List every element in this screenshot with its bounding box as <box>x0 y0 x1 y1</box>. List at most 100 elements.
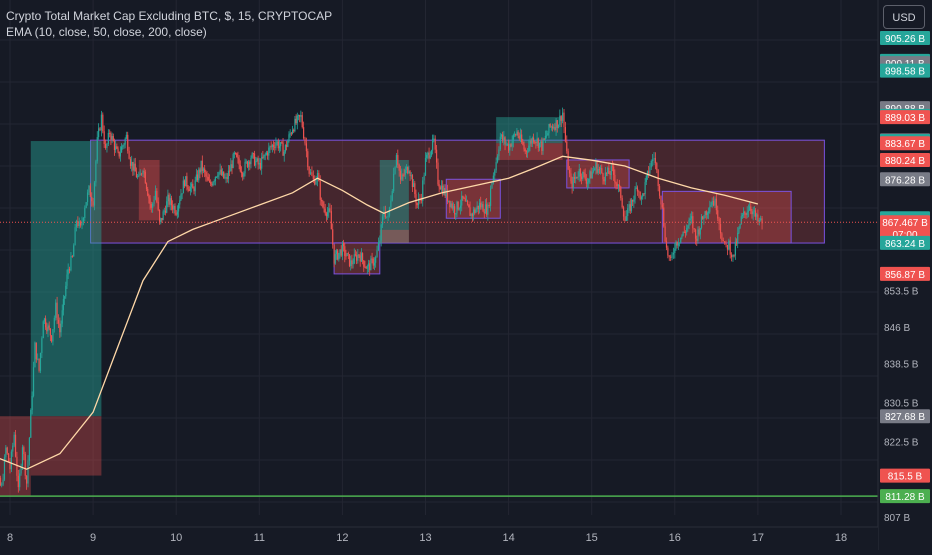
candle-body-up <box>353 254 355 264</box>
candle-body-down <box>192 183 194 189</box>
candle-body-down <box>77 220 79 227</box>
candle-body-up <box>728 240 730 250</box>
candle-body-up <box>213 181 215 183</box>
candle-body-up <box>741 214 744 217</box>
candle-body-up <box>498 149 500 157</box>
candle-body-up <box>169 198 171 205</box>
candle-body-down <box>384 211 386 218</box>
candle-body-down <box>207 177 209 181</box>
candle-body-up <box>394 167 396 174</box>
candle-body-down <box>567 151 569 170</box>
candle-body-up <box>459 205 462 209</box>
candle-body-up <box>607 167 609 174</box>
candle-body-down <box>174 206 176 214</box>
currency-button[interactable]: USD <box>883 5 925 29</box>
candle-body-up <box>251 153 253 158</box>
price-axis[interactable]: 807 B 815.5 B 822.5 B 830.5 B 838.5 B 846 B 85… <box>877 0 932 550</box>
candle-body-up <box>179 200 181 205</box>
time-tick-label: 11 <box>254 532 265 544</box>
candle-body-down <box>129 158 132 166</box>
candle-body-up <box>589 171 591 179</box>
candle-body-down <box>323 206 325 209</box>
candle-body-up <box>357 254 359 261</box>
candle-body-up <box>245 161 247 163</box>
candle-body-up <box>422 180 424 201</box>
candle-body-down <box>719 224 722 234</box>
candle-body-down <box>172 205 174 210</box>
candle-body-down <box>371 258 373 260</box>
candle-body-down <box>351 260 353 264</box>
candle-body-up <box>649 167 651 174</box>
candle-body-down <box>483 211 485 214</box>
price-tag-label: 811.28 B <box>885 492 925 503</box>
candle-body-up <box>430 150 433 156</box>
candle-body-down <box>329 208 331 212</box>
candle-body-up <box>280 142 282 147</box>
candle-body-down <box>745 213 747 215</box>
candle-body-up <box>264 154 266 156</box>
candle-body-up <box>367 263 370 267</box>
candle-body-up <box>738 227 740 233</box>
price-tick-label: 838.5 B <box>884 359 919 370</box>
candle-body-down <box>613 166 615 175</box>
candle-body-up <box>84 207 86 218</box>
candle-body-down <box>616 183 618 187</box>
grid <box>0 0 878 515</box>
candle-body-up <box>224 177 226 179</box>
candle-body-down <box>161 218 163 221</box>
time-tick-label: 8 <box>7 532 13 544</box>
candle-body-up <box>297 115 300 116</box>
price-tag <box>880 172 930 187</box>
candle-body-up <box>67 269 69 275</box>
candle-body-down <box>439 187 441 190</box>
price-tag-label: 905.26 B <box>885 34 925 45</box>
candle-body-up <box>610 166 612 175</box>
price-tag-label: 856.87 B <box>885 270 925 281</box>
candle-body-up <box>10 451 12 470</box>
candle-body-up <box>377 242 380 251</box>
candle-body-down <box>299 115 301 117</box>
time-axis-background <box>0 527 878 550</box>
candle-body-down <box>17 475 19 488</box>
candle-body-down <box>480 202 482 208</box>
candle-body-down <box>267 152 269 156</box>
candle-body-down <box>303 127 305 139</box>
candle-body-down <box>220 169 222 176</box>
indicator-label[interactable]: EMA (10, close, 50, close, 200, close) <box>6 25 207 39</box>
candle-body-down <box>622 207 625 217</box>
candle-body-down <box>35 342 37 360</box>
time-axis[interactable]: 8 9 10 11 12 13 14 15 16 17 18 <box>0 526 878 550</box>
candle-body-up <box>600 168 602 170</box>
candle-body-up <box>250 157 252 165</box>
candle-body-down <box>322 201 324 207</box>
candle-body-down <box>568 169 571 174</box>
candle-body-down <box>143 171 145 172</box>
candle-body-down <box>451 203 453 209</box>
candle-body-down <box>563 112 565 128</box>
candle-body-down <box>504 137 506 144</box>
candle-body-down <box>560 115 562 121</box>
symbol-title[interactable]: Crypto Total Market Cap Excluding BTC, $… <box>6 9 333 23</box>
candle-body-down <box>725 243 727 245</box>
candle-body-up <box>248 161 250 167</box>
candle-body-up <box>509 144 511 151</box>
candle-body-down <box>656 163 658 171</box>
candle-body-down <box>361 253 364 261</box>
candle-body-up <box>42 321 44 339</box>
candle-body-down <box>175 213 177 215</box>
candle-body-up <box>258 162 260 165</box>
candle-body-down <box>744 211 746 214</box>
price-tag <box>880 110 930 125</box>
candle-body-down <box>150 204 152 208</box>
candle-body-up <box>316 172 319 181</box>
candle-body-down <box>127 134 129 151</box>
candle-body-down <box>135 171 138 178</box>
candle-body-up <box>550 126 552 128</box>
candle-body-up <box>528 145 530 152</box>
candle-body-down <box>134 163 136 172</box>
candle-body-down <box>307 151 309 167</box>
candle-body-down <box>68 269 71 271</box>
candle-body-down <box>525 151 528 152</box>
